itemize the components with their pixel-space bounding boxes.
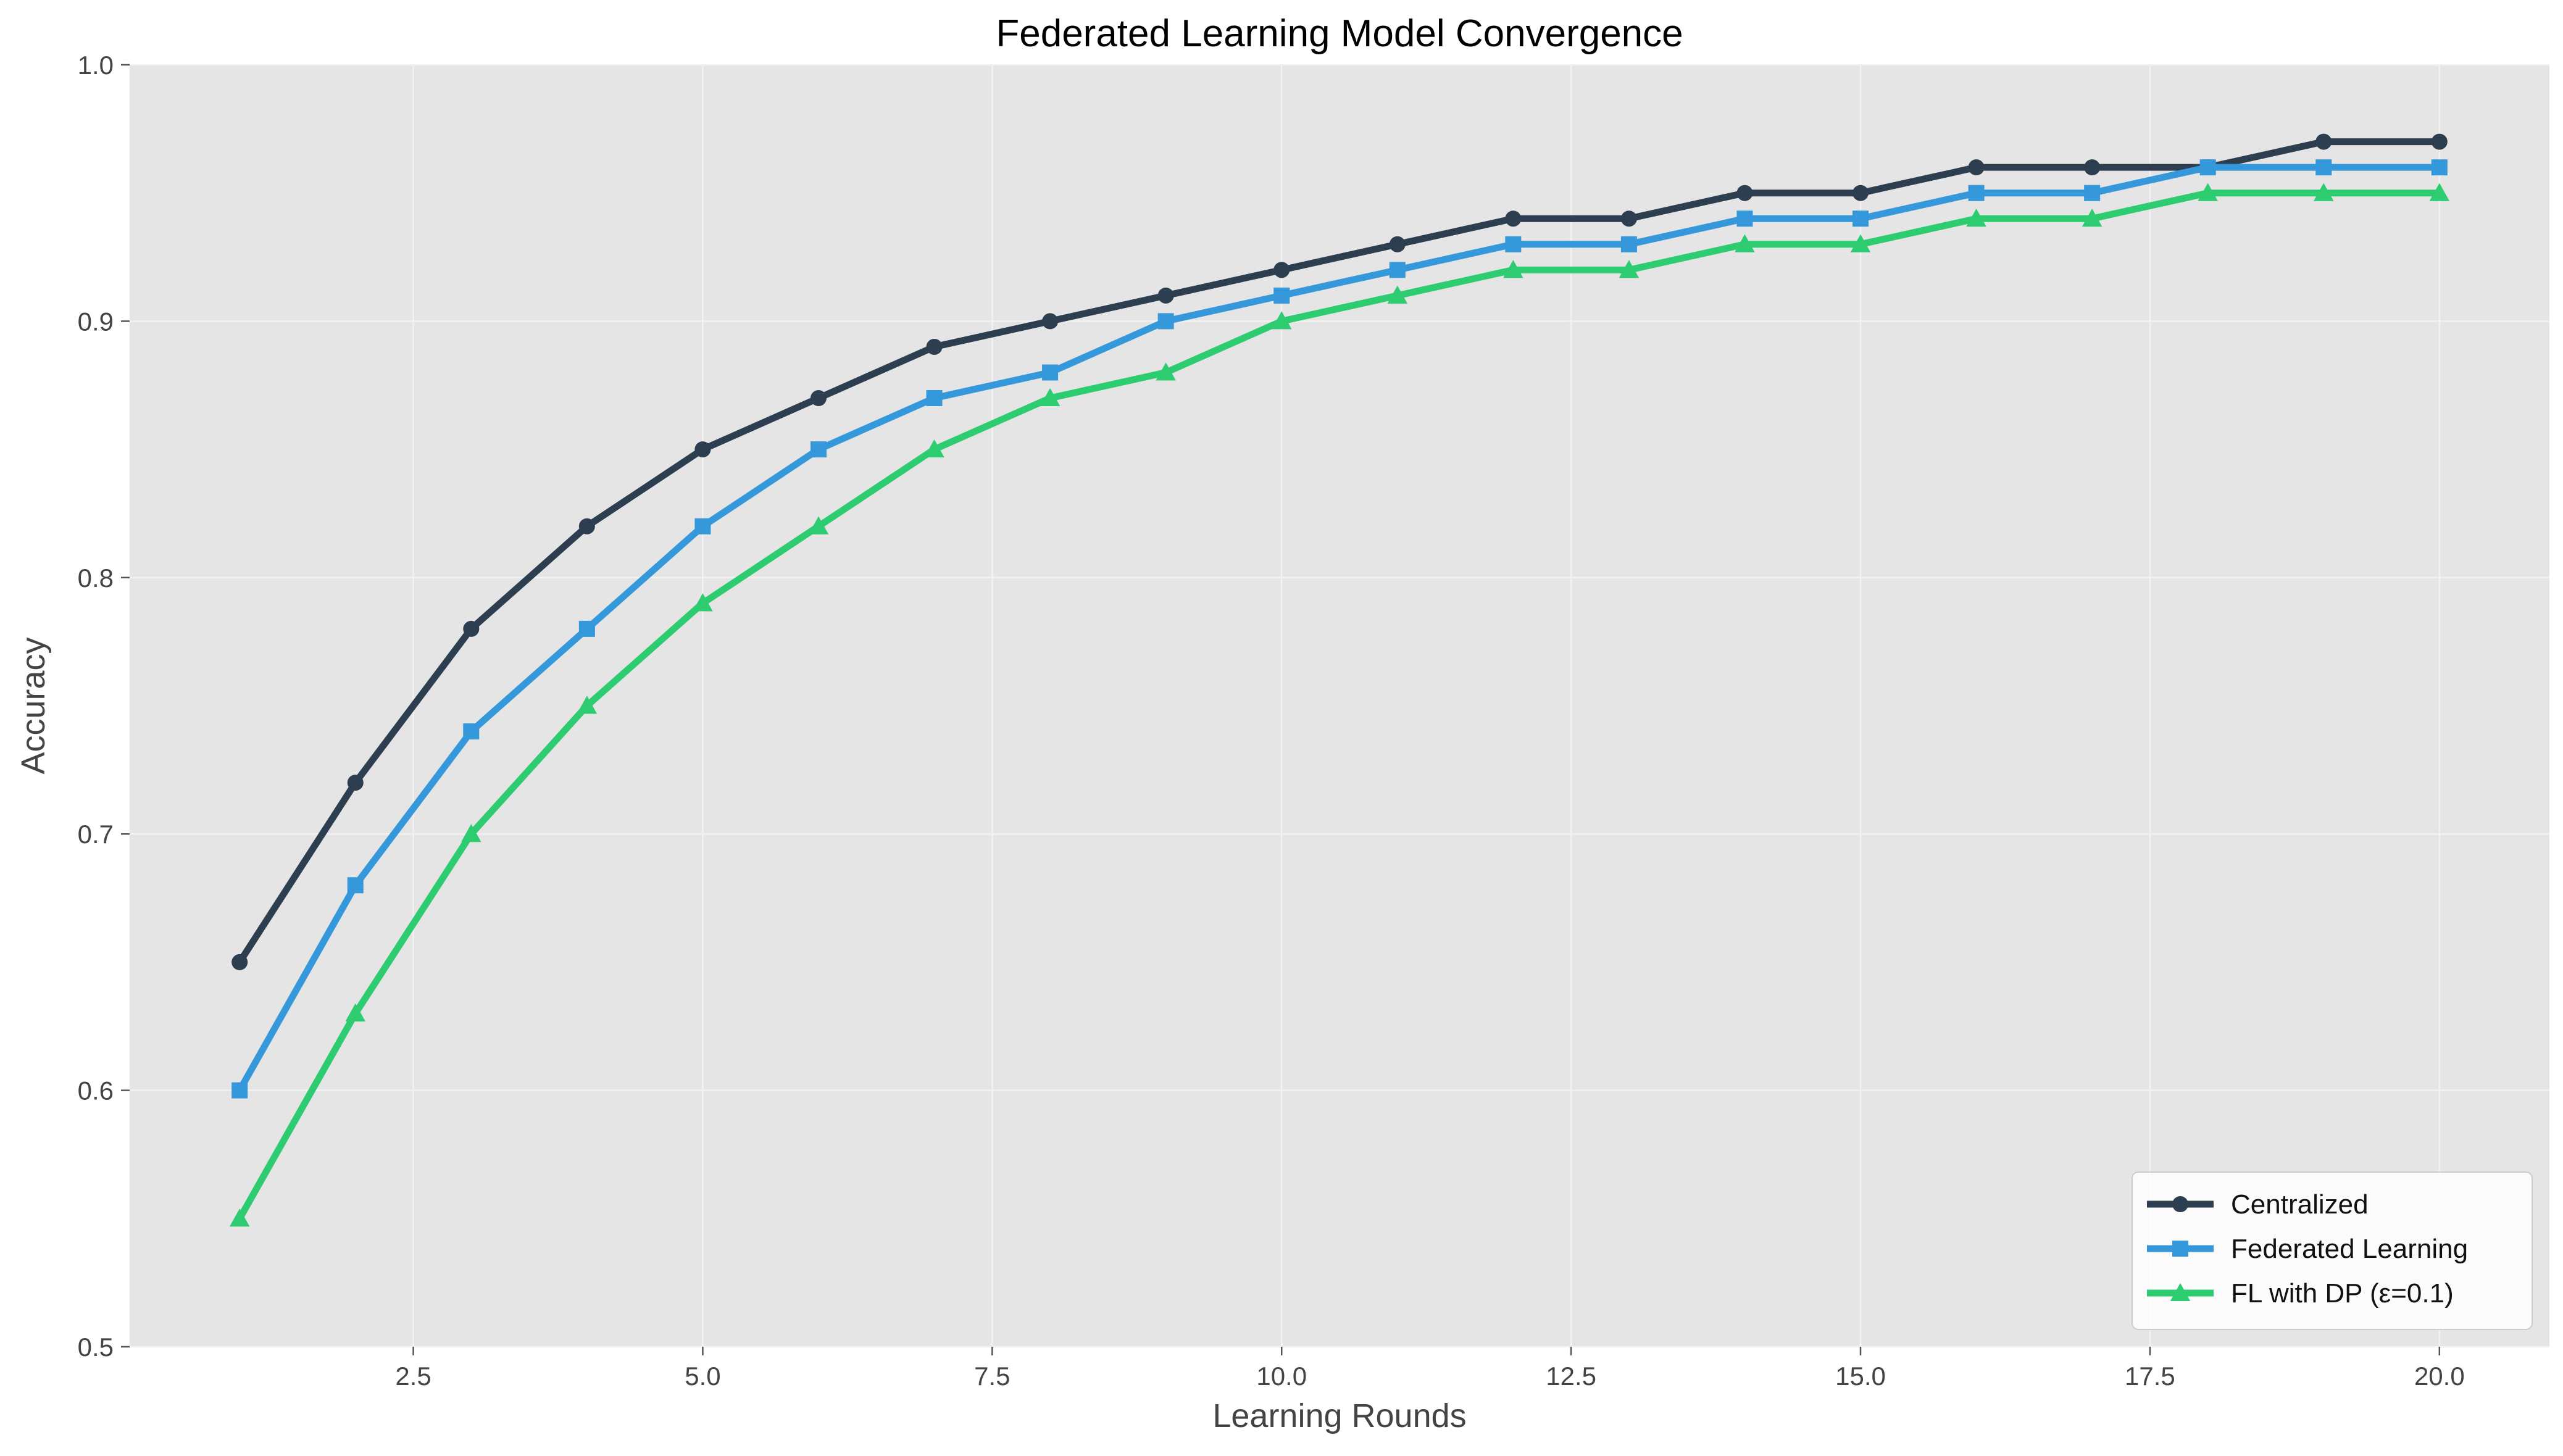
data-point: [810, 441, 827, 458]
data-point: [229, 1208, 250, 1227]
data-point: [808, 516, 829, 535]
data-point: [1273, 287, 1290, 304]
series-layer: [229, 133, 2450, 1227]
series-2: [229, 183, 2450, 1227]
data-point: [1619, 260, 1640, 278]
data-point: [2314, 183, 2334, 201]
data-point: [1850, 234, 1871, 252]
data-point: [1157, 313, 1174, 330]
y-tick-label: 0.5: [78, 1333, 114, 1362]
data-point: [2172, 1196, 2188, 1212]
data-point: [2084, 159, 2101, 176]
data-point: [2429, 183, 2450, 201]
x-tick-label: 15.0: [1835, 1362, 1886, 1391]
data-point: [1736, 185, 1753, 201]
data-point: [2431, 159, 2448, 176]
data-point: [1271, 311, 1292, 330]
y-tick-label: 0.9: [78, 307, 114, 336]
data-point: [1389, 262, 1406, 278]
data-point: [1273, 262, 1290, 278]
data-point: [810, 390, 827, 407]
series-line: [236, 189, 2443, 1222]
y-tick-label: 0.6: [78, 1076, 114, 1105]
data-point: [1736, 210, 1753, 227]
data-point: [1157, 287, 1174, 304]
data-point: [2082, 208, 2102, 227]
data-point: [578, 518, 595, 535]
data-point: [1852, 185, 1869, 201]
data-point: [1040, 388, 1061, 407]
data-point: [577, 696, 598, 714]
data-point: [347, 775, 364, 791]
legend-item: Federated Learning: [2147, 1234, 2468, 1264]
x-tick-label: 20.0: [2414, 1362, 2465, 1391]
x-tick-label: 12.5: [1546, 1362, 1596, 1391]
data-point: [1042, 364, 1059, 381]
data-point: [231, 1082, 248, 1099]
legend-item: FL with DP (ε=0.1): [2147, 1278, 2454, 1308]
data-point: [1968, 185, 1985, 201]
data-point: [1389, 236, 1406, 252]
x-tick-label: 10.0: [1256, 1362, 1307, 1391]
data-point: [2315, 133, 2332, 150]
data-point: [694, 518, 711, 535]
data-point: [347, 877, 364, 894]
legend-box: [2132, 1171, 2533, 1330]
y-tick-label: 0.7: [78, 820, 114, 849]
data-point: [1505, 210, 1522, 227]
data-point: [2170, 1283, 2191, 1301]
data-point: [2315, 159, 2332, 176]
data-point: [1620, 236, 1637, 252]
data-point: [1042, 313, 1059, 330]
legend-label: Centralized: [2231, 1189, 2369, 1220]
data-point: [1503, 260, 1523, 278]
data-point: [1387, 285, 1408, 304]
series-line: [236, 164, 2443, 1094]
x-tick-label: 17.5: [2125, 1362, 2175, 1391]
x-axis-label: Learning Rounds: [1212, 1397, 1466, 1434]
x-tick-label: 7.5: [974, 1362, 1010, 1391]
data-point: [1505, 236, 1522, 252]
legend-label: Federated Learning: [2231, 1234, 2468, 1264]
data-point: [2431, 133, 2448, 150]
data-point: [926, 390, 943, 407]
legend: Centralized Federated Learning FL with DP …: [2132, 1171, 2533, 1330]
chart-title: Federated Learning Model Convergence: [996, 12, 1683, 55]
y-tick-label: 0.8: [78, 564, 114, 593]
series-line: [236, 138, 2443, 966]
data-point: [1968, 159, 1985, 176]
plot-area: [130, 65, 2549, 1347]
data-point: [694, 441, 711, 458]
y-axis-label: Accuracy: [15, 637, 52, 774]
data-point: [578, 620, 595, 637]
axes: 0.5 0.6 0.7 0.8 0.9 1.0 2.5 5.0 7.5 10.0 12.5 15.0 1…: [78, 51, 2465, 1391]
data-point: [924, 439, 944, 458]
data-point: [463, 620, 480, 637]
series-1: [231, 159, 2448, 1099]
data-point: [1852, 210, 1869, 227]
data-point: [2199, 159, 2216, 176]
data-point: [461, 823, 481, 842]
data-point: [345, 1003, 365, 1021]
data-point: [1735, 234, 1755, 252]
data-point: [463, 723, 480, 740]
data-point: [1156, 362, 1176, 381]
data-point: [1966, 208, 1986, 227]
x-tick-label: 5.0: [685, 1362, 720, 1391]
legend-label: FL with DP (ε=0.1): [2231, 1278, 2454, 1308]
data-point: [231, 954, 248, 970]
data-point: [1620, 210, 1637, 227]
data-point: [693, 593, 713, 612]
x-tick-label: 2.5: [395, 1362, 431, 1391]
legend-item: Centralized: [2147, 1189, 2369, 1220]
data-point: [2172, 1241, 2188, 1257]
y-tick-label: 1.0: [78, 51, 114, 80]
data-point: [926, 338, 943, 355]
data-point: [2084, 185, 2101, 201]
data-point: [2198, 183, 2218, 201]
